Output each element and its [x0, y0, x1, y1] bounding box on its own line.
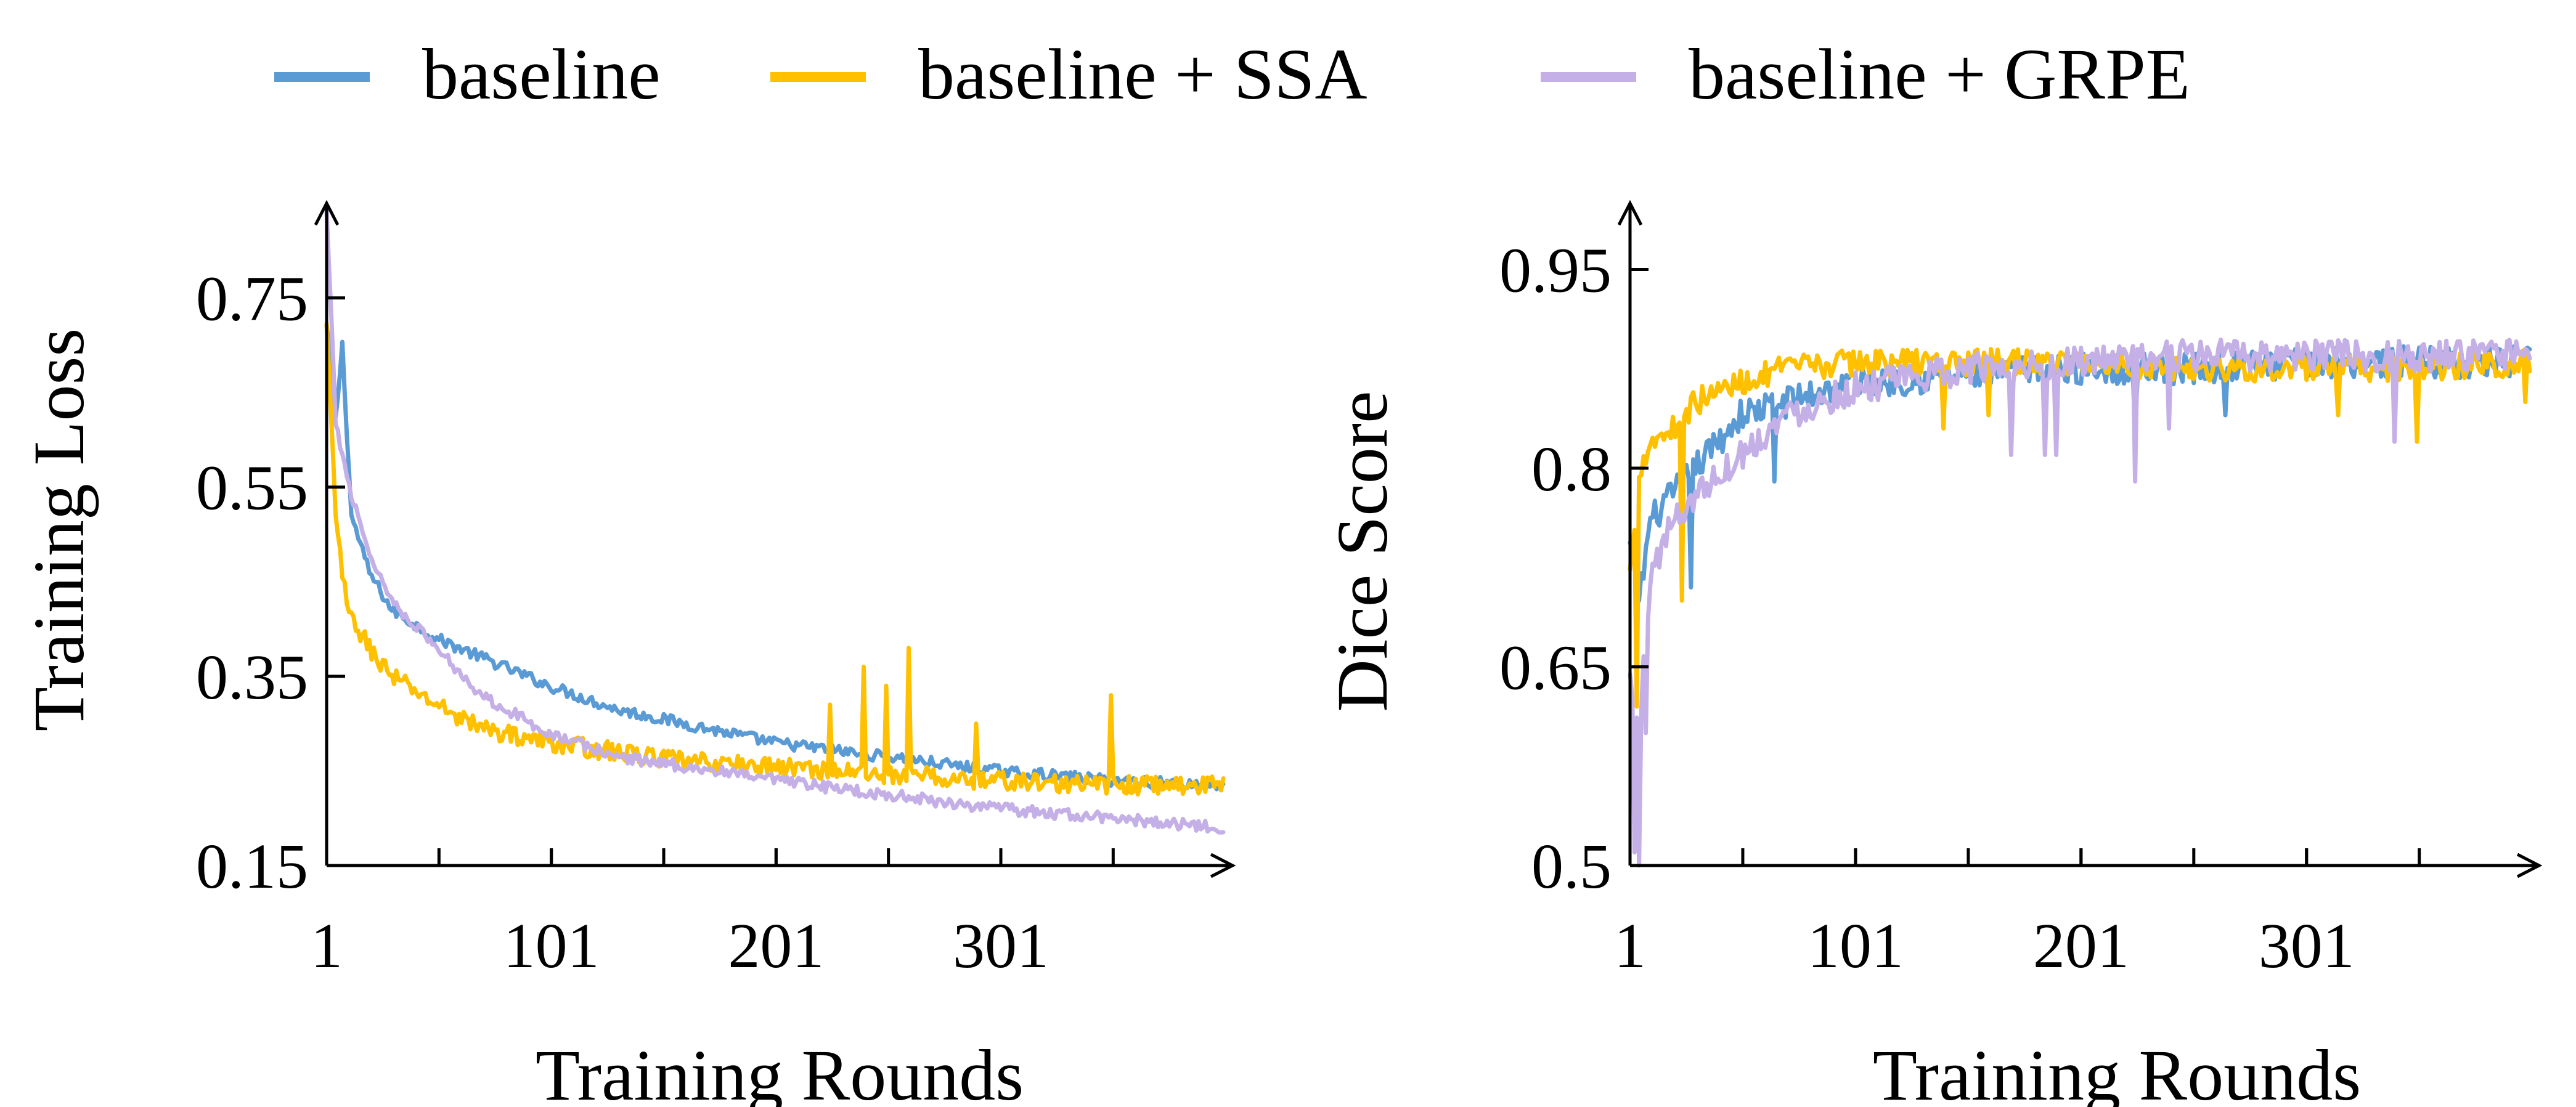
dice-score-lines: [1628, 338, 2532, 868]
training-loss-lines: [324, 209, 1226, 835]
dice-score-chart: 1 101 201 301 0.5 0.65 0.8 0.95 Training Rounds…: [1322, 200, 2543, 1107]
dice-score-series-grpe: [1628, 338, 2532, 868]
dice-score-y-arrow: [1617, 200, 1643, 226]
training-loss-y-arrow: [314, 200, 340, 226]
training-loss-series-ssa: [324, 322, 1226, 797]
training-loss-x-tick-label: 1: [311, 910, 343, 981]
training-loss-x-tick-label: 301: [953, 910, 1049, 981]
dice-score-axes: [1617, 200, 2543, 878]
dice-score-x-tick-label: 101: [1808, 910, 1904, 981]
training-loss-chart: 1 101 201 301 0.15 0.35 0.55 0.75 Training Roun…: [18, 200, 1236, 1107]
training-loss-x-arrow: [1210, 853, 1236, 878]
training-loss-x-tick-label: 101: [503, 910, 600, 981]
legend-item-baseline: baseline: [274, 34, 661, 115]
legend: baseline baseline + SSA baseline + GRPE: [274, 34, 2190, 115]
legend-item-grpe: baseline + GRPE: [1541, 34, 2190, 115]
training-loss-y-tick-label: 0.35: [196, 642, 308, 713]
training-loss-x-tick-label: 201: [728, 910, 824, 981]
legend-label-grpe: baseline + GRPE: [1689, 34, 2190, 115]
dice-score-y-title: Dice Score: [1322, 391, 1403, 712]
training-loss-series-baseline: [324, 322, 1226, 792]
training-loss-y-tick-label: 0.55: [196, 453, 308, 524]
dice-score-y-tick-label: 0.8: [1531, 434, 1612, 505]
dice-score-x-tick-label: 1: [1614, 910, 1646, 981]
training-loss-y-title: Training Loss: [18, 328, 99, 732]
dice-score-x-tick-label: 301: [2259, 910, 2355, 981]
training-loss-y-tick-label: 0.75: [196, 264, 308, 335]
training-loss-y-tick-label: 0.15: [196, 831, 308, 902]
training-loss-axes: [314, 200, 1236, 878]
dice-score-y-tick-label: 0.5: [1531, 831, 1612, 902]
training-loss-ticks: 1 101 201 301 0.15 0.35 0.55 0.75: [196, 264, 1115, 981]
legend-label-ssa: baseline + SSA: [918, 34, 1367, 115]
training-loss-x-title: Training Rounds: [536, 1035, 1024, 1107]
dice-score-y-tick-label: 0.95: [1499, 235, 1612, 306]
training-loss-series-grpe: [324, 209, 1226, 835]
dice-score-x-title: Training Rounds: [1873, 1035, 2361, 1107]
dice-score-ticks: 1 101 201 301 0.5 0.65 0.8 0.95: [1499, 235, 2421, 981]
dice-score-x-tick-label: 201: [2033, 910, 2129, 981]
dice-score-y-tick-label: 0.65: [1499, 633, 1612, 704]
legend-item-ssa: baseline + SSA: [770, 34, 1367, 115]
legend-label-baseline: baseline: [422, 34, 661, 115]
dice-score-x-arrow: [2516, 853, 2543, 878]
